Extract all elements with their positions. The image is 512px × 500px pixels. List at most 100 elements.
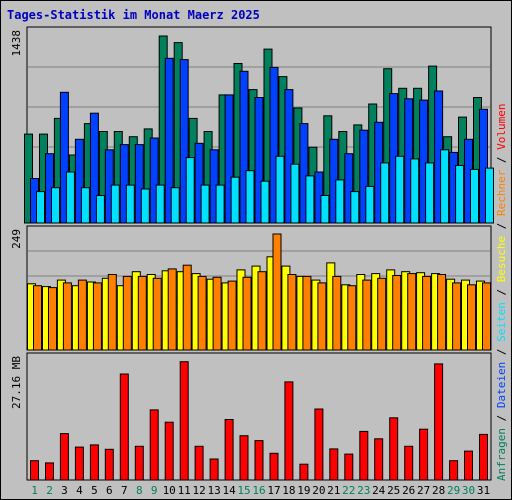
x-tick-label: 23 [357,484,370,497]
bar-rechner-day-13 [212,276,222,351]
chart-title: Tages-Statistik im Monat Maerz 2025 [7,8,260,22]
bar-volumen-day-24 [374,438,384,481]
legend- /: / [495,342,508,362]
bar-dateien-day-18 [284,89,294,224]
bar-rechner-day-18 [287,274,297,351]
legend- /: / [495,150,508,170]
x-tick-label: 13 [207,484,220,497]
legend- /: / [495,216,508,236]
bar-volumen-day-28 [434,363,444,481]
x-tick-label: 9 [151,484,158,497]
bar-dateien-day-10 [164,57,174,224]
bar-volumen-day-19 [299,463,309,481]
bar-volumen-day-3 [59,433,69,481]
scale-label: 1438 [10,30,23,57]
x-tick-label: 8 [136,484,143,497]
bar-seiten-day-25 [395,155,405,224]
x-tick-label: 5 [91,484,98,497]
legend-volumen: Volumen [495,103,508,149]
bar-rechner-day-3 [62,282,72,351]
x-tick-label: 16 [252,484,265,497]
bar-rechner-day-2 [48,287,57,351]
bar-rechner-day-17 [272,233,282,351]
bar-dateien-day-23 [359,129,369,224]
bar-volumen-day-7 [119,373,129,481]
x-tick-label: 2 [46,484,53,497]
bar-volumen-day-25 [389,417,399,481]
bar-dateien-day-19 [299,123,309,224]
bar-volumen-day-17 [269,452,279,481]
x-tick-label: 6 [106,484,113,497]
bar-dateien-day-12 [194,142,204,224]
x-tick-label: 17 [267,484,280,497]
bar-volumen-day-8 [134,445,144,481]
bar-dateien-day-8 [134,144,144,224]
bar-volumen-day-1 [30,460,39,481]
bar-volumen-day-9 [149,409,159,481]
legend-dateien: Dateien [495,362,508,408]
bar-seiten-day-6 [110,184,120,224]
bar-seiten-day-14 [230,176,240,224]
bar-dateien-day-9 [149,137,159,224]
bar-rechner-day-16 [257,271,267,351]
bar-dateien-day-3 [59,91,69,224]
x-tick-label: 1 [31,484,38,497]
bar-dateien-day-7 [119,144,129,224]
bar-volumen-day-20 [314,408,324,481]
x-tick-label: 20 [312,484,325,497]
bar-rechner-day-12 [197,275,207,351]
bar-rechner-day-26 [407,273,417,351]
bar-rechner-day-8 [137,275,147,351]
bar-seiten-day-28 [440,149,450,224]
x-tick-label: 7 [121,484,128,497]
bar-seiten-day-30 [470,168,479,224]
bar-rechner-day-31 [482,282,491,351]
bar-rechner-day-6 [107,274,117,351]
bar-rechner-day-1 [33,285,42,351]
bar-seiten-day-24 [380,162,390,224]
x-tick-label: 3 [61,484,68,497]
bar-dateien-day-31 [479,108,488,224]
bar-seiten-day-5 [95,195,105,224]
bar-dateien-day-14 [224,94,234,224]
x-tick-label: 4 [76,484,83,497]
bar-volumen-day-10 [164,421,174,481]
bar-seiten-day-17 [275,155,285,224]
legend-besuche: Besuche [495,236,508,282]
bar-seiten-day-13 [215,184,225,224]
x-tick-label: 21 [327,484,340,497]
x-tick-label: 19 [297,484,310,497]
bar-seiten-day-20 [320,195,330,224]
legend-rechner: Rechner [495,169,508,216]
bar-volumen-day-5 [89,444,99,481]
bar-seiten-day-23 [365,185,375,224]
bar-seiten-day-31 [485,167,494,224]
bar-seiten-day-11 [185,157,195,224]
bar-volumen-day-21 [329,448,339,481]
bar-volumen-day-16 [254,440,264,481]
bar-volumen-day-29 [449,460,459,481]
legend-seiten: Seiten [495,302,508,342]
legend- /: / [495,408,508,428]
bar-rechner-day-30 [467,284,476,351]
bar-rechner-day-11 [182,264,192,351]
bar-seiten-day-1 [36,191,45,224]
scale-label: 249 [10,229,23,249]
bar-volumen-day-12 [194,445,204,481]
bar-rechner-day-28 [437,274,447,351]
bar-volumen-day-22 [344,453,354,481]
bar-rechner-day-9 [152,277,162,351]
bar-volumen-day-31 [479,433,488,481]
bar-seiten-day-2 [51,187,60,224]
bar-seiten-day-18 [290,163,300,224]
x-tick-label: 28 [432,484,445,497]
bar-seiten-day-4 [80,187,90,224]
legend-anfragen: Anfragen [495,428,508,481]
x-tick-label: 18 [282,484,295,497]
bar-volumen-day-15 [239,435,249,481]
bar-dateien-day-22 [344,153,354,224]
bar-rechner-day-10 [167,268,177,351]
bar-volumen-day-18 [284,381,294,481]
